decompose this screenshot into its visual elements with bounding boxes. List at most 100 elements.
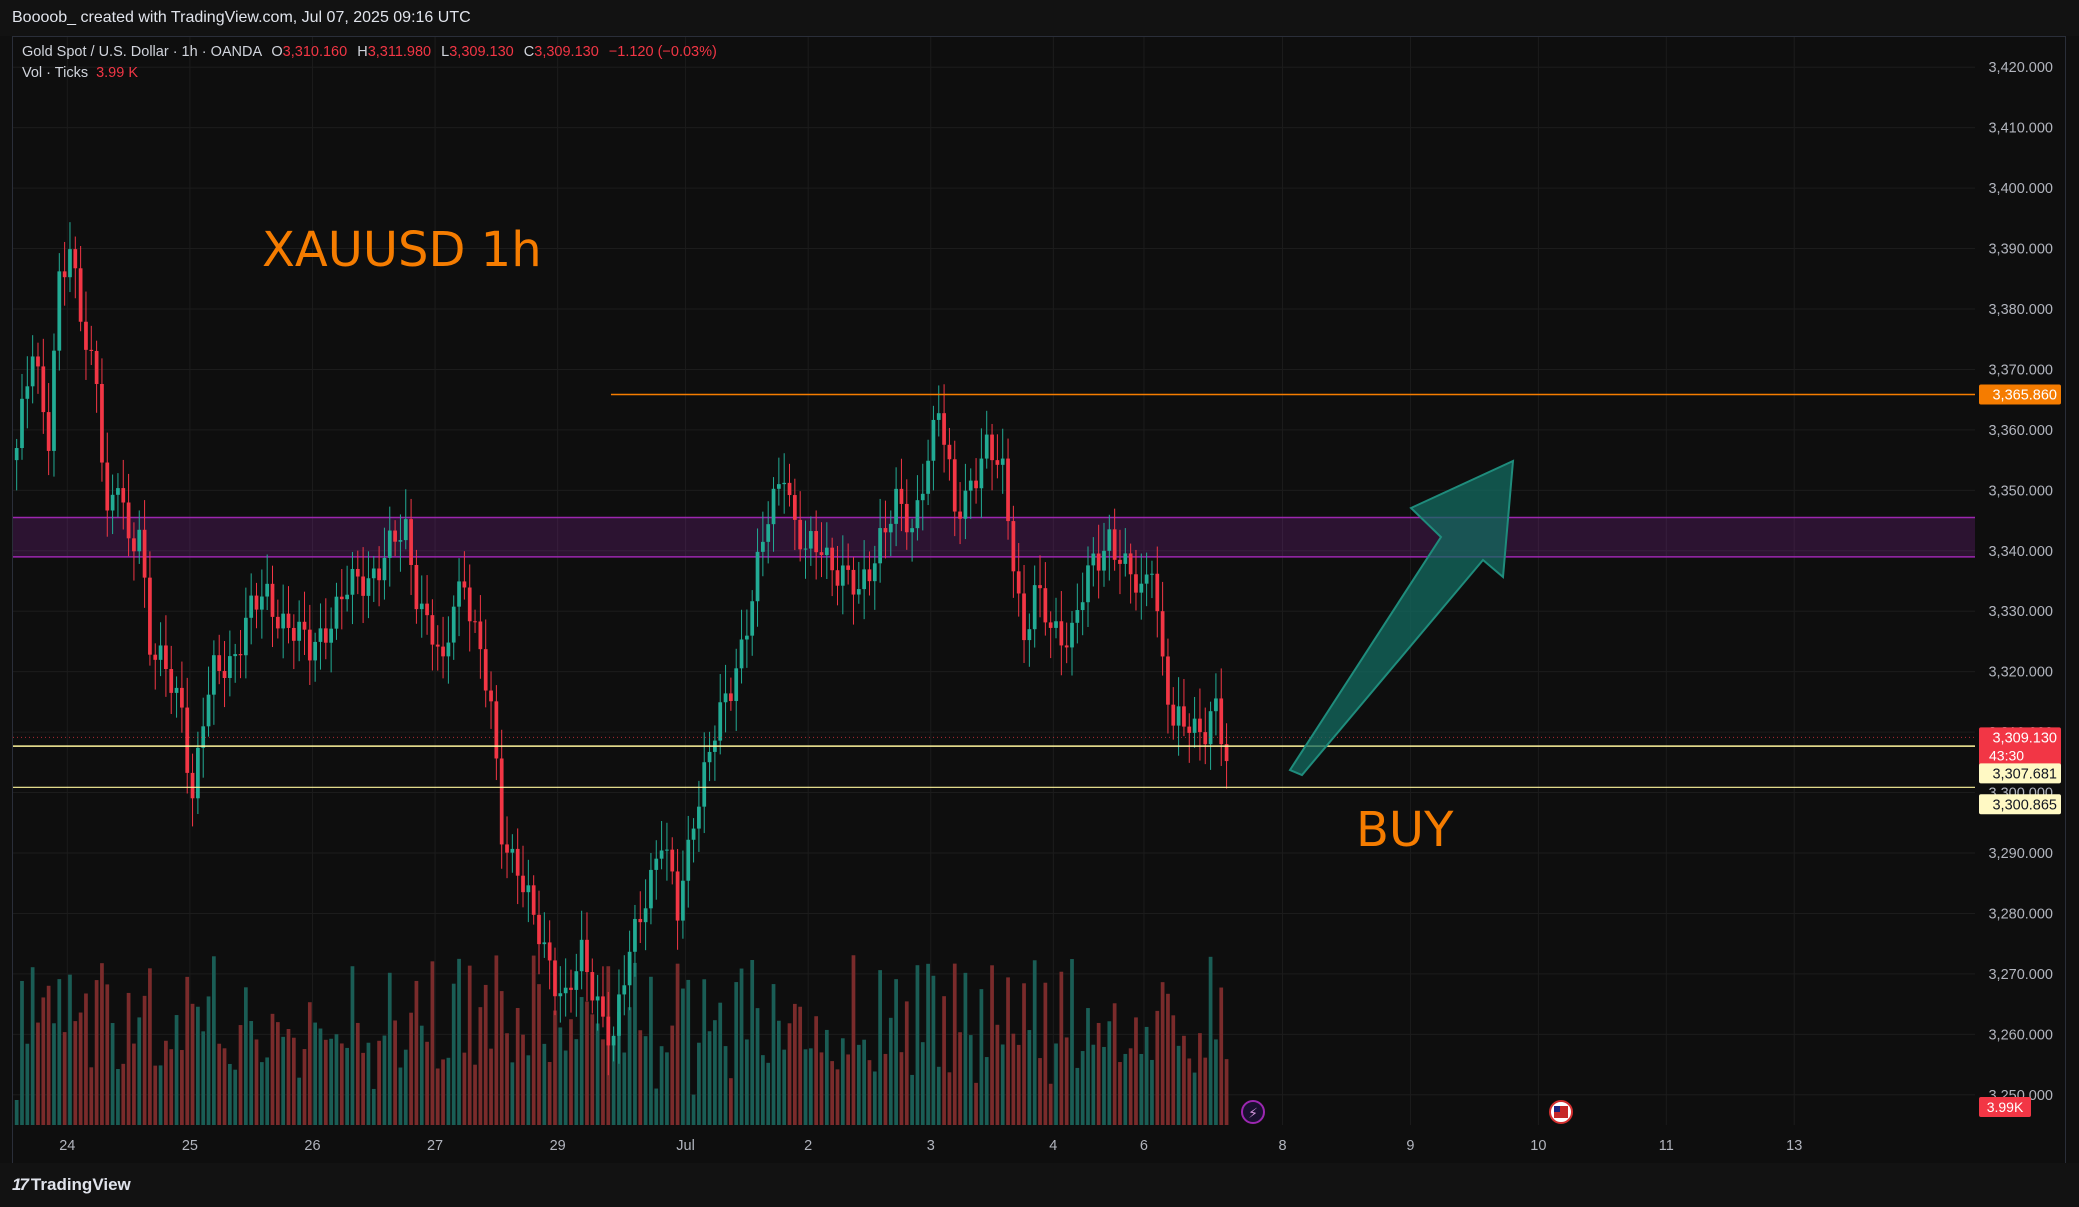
candle[interactable] (14, 448, 19, 461)
candle[interactable] (142, 529, 147, 578)
candle[interactable] (686, 839, 691, 881)
candle[interactable] (1187, 726, 1192, 733)
candle[interactable] (302, 621, 307, 630)
candle[interactable] (926, 460, 930, 494)
candle[interactable] (515, 848, 520, 876)
candle[interactable] (984, 434, 989, 459)
candle[interactable] (665, 849, 669, 851)
candle[interactable] (633, 918, 637, 952)
candle[interactable] (403, 519, 408, 541)
candle[interactable] (723, 693, 728, 703)
candle[interactable] (803, 548, 808, 550)
candle[interactable] (462, 581, 467, 588)
buy-annotation[interactable]: BUY (1356, 802, 1454, 858)
candle[interactable] (990, 434, 994, 461)
candle[interactable] (206, 694, 211, 727)
candle[interactable] (20, 398, 24, 449)
candle[interactable] (1128, 553, 1133, 575)
candle[interactable] (569, 987, 573, 990)
candle[interactable] (691, 828, 696, 840)
price-chart[interactable]: 3,420.000 3,410.000 3,400.000 3,390.000 3,38… (13, 37, 2065, 1163)
candle[interactable] (1080, 602, 1085, 611)
candle[interactable] (451, 606, 456, 643)
candle[interactable] (808, 531, 813, 549)
candle[interactable] (1123, 553, 1128, 564)
candle[interactable] (707, 751, 712, 763)
chart-panel[interactable]: 3,420.000 3,410.000 3,400.000 3,390.000 3,38… (12, 36, 2066, 1164)
candle[interactable] (1070, 622, 1074, 648)
candle[interactable] (1091, 553, 1096, 566)
candle[interactable] (318, 628, 323, 642)
candle[interactable] (110, 494, 115, 511)
candle[interactable] (46, 412, 51, 451)
candle[interactable] (782, 482, 787, 485)
candle[interactable] (1134, 574, 1138, 593)
candle[interactable] (84, 321, 88, 350)
candle[interactable] (1107, 529, 1112, 551)
candle[interactable] (265, 583, 270, 597)
candle[interactable] (382, 557, 387, 581)
candle[interactable] (1139, 583, 1144, 593)
candle[interactable] (1043, 588, 1048, 623)
candle[interactable] (601, 996, 605, 1017)
candle[interactable] (963, 490, 968, 519)
candle[interactable] (510, 848, 515, 853)
candle[interactable] (52, 350, 56, 451)
candle[interactable] (1203, 732, 1208, 745)
candle[interactable] (595, 996, 600, 1001)
candle[interactable] (521, 875, 525, 893)
candle[interactable] (979, 458, 984, 489)
supply-zone[interactable] (13, 517, 1975, 557)
candle[interactable] (638, 918, 643, 923)
candle[interactable] (158, 645, 163, 660)
candle[interactable] (840, 565, 845, 586)
candle[interactable] (1027, 629, 1032, 641)
candle[interactable] (174, 687, 179, 693)
candle[interactable] (1192, 718, 1197, 733)
candle[interactable] (126, 502, 131, 539)
candle[interactable] (217, 655, 222, 671)
candle[interactable] (1086, 565, 1090, 603)
candle[interactable] (526, 885, 531, 893)
candle[interactable] (457, 581, 461, 607)
candle[interactable] (590, 972, 595, 1001)
candle[interactable] (1112, 529, 1117, 560)
candle[interactable] (856, 589, 861, 595)
candle[interactable] (1054, 621, 1058, 628)
candle[interactable] (25, 386, 30, 399)
candle[interactable] (734, 668, 739, 702)
candle[interactable] (920, 493, 925, 501)
candle[interactable] (936, 413, 941, 420)
candle[interactable] (254, 595, 259, 610)
candle[interactable] (467, 587, 472, 622)
candle[interactable] (1118, 559, 1122, 564)
candle[interactable] (1102, 550, 1106, 571)
candle[interactable] (100, 383, 104, 463)
candle[interactable] (867, 569, 872, 582)
candle[interactable] (798, 519, 803, 550)
candle[interactable] (339, 596, 344, 600)
candle[interactable] (659, 850, 664, 859)
candle[interactable] (371, 568, 376, 579)
candle[interactable] (473, 621, 477, 623)
candle[interactable] (958, 511, 962, 519)
candle[interactable] (851, 569, 856, 595)
candle[interactable] (755, 551, 760, 602)
candle[interactable] (894, 488, 898, 524)
candle[interactable] (814, 531, 819, 553)
candle[interactable] (995, 460, 1000, 465)
candle[interactable] (750, 601, 755, 636)
candle[interactable] (675, 871, 680, 921)
candle[interactable] (430, 615, 435, 645)
title-annotation[interactable]: XAUUSD 1h (262, 222, 542, 278)
candle[interactable] (1006, 458, 1010, 522)
candle[interactable] (1032, 585, 1037, 630)
candle[interactable] (792, 495, 797, 520)
buy-arrow[interactable] (1288, 459, 1515, 777)
candle[interactable] (579, 939, 584, 972)
candle[interactable] (148, 577, 152, 655)
candle[interactable] (78, 268, 83, 322)
candle[interactable] (585, 939, 589, 973)
candle[interactable] (1038, 585, 1042, 589)
candle[interactable] (1000, 458, 1005, 465)
